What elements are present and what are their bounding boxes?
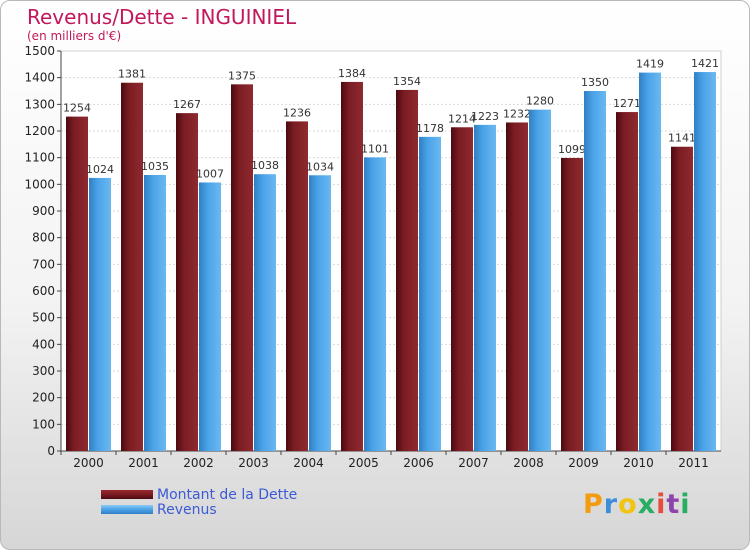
x-tick-label: 2010: [623, 456, 654, 470]
x-tick-label: 2002: [183, 456, 214, 470]
data-label-revenus-2009: 1350: [581, 76, 609, 89]
data-label-revenus-2004: 1034: [306, 160, 334, 173]
bar-dette-2001: [121, 82, 143, 451]
bar-revenus-2003: [254, 174, 276, 451]
bar-revenus-2008: [529, 109, 551, 452]
bar-revenus-2000: [89, 177, 111, 451]
legend-label-revenus: Revenus: [157, 501, 217, 518]
bar-dette-2005: [341, 81, 363, 451]
y-tick-label: 1500: [24, 44, 55, 58]
data-label-dette-2000: 1254: [63, 102, 91, 115]
data-label-dette-2003: 1375: [228, 69, 256, 82]
y-tick-label: 800: [32, 231, 55, 245]
bar-revenus-2002: [199, 182, 221, 451]
legend-item-dette: Montant de la Dette: [101, 486, 298, 503]
data-label-revenus-2007: 1223: [471, 110, 499, 123]
data-label-dette-2007: 1214: [448, 112, 476, 125]
data-label-revenus-2006: 1178: [416, 122, 444, 135]
y-tick-label: 200: [32, 391, 55, 405]
y-tick-label: 400: [32, 337, 55, 351]
legend-item-revenus: Revenus: [101, 501, 297, 518]
y-tick-label: 1400: [24, 71, 55, 85]
bar-revenus-2006: [419, 136, 441, 451]
data-label-dette-2002: 1267: [173, 98, 201, 111]
bar-dette-2011: [671, 146, 693, 451]
logo-letter: i: [680, 489, 691, 520]
y-tick-label: 300: [32, 364, 55, 378]
bar-revenus-2001: [144, 175, 166, 451]
bar-dette-2002: [176, 113, 198, 451]
bar-revenus-2011: [694, 72, 716, 452]
bar-dette-2009: [561, 157, 583, 451]
chart-title: Revenus/Dette - INGUINIEL: [27, 5, 297, 29]
logo-letter: r: [603, 489, 619, 520]
data-label-revenus-2002: 1007: [196, 167, 224, 180]
y-tick-label: 900: [32, 204, 55, 218]
y-tick-label: 0: [47, 444, 55, 458]
chart-subtitle: (en milliers d'€): [27, 29, 122, 43]
data-label-revenus-2003: 1038: [251, 159, 279, 172]
data-label-revenus-2001: 1035: [141, 160, 169, 173]
data-label-dette-2004: 1236: [283, 106, 311, 119]
x-tick-label: 2009: [568, 456, 599, 470]
bar-dette-2003: [231, 84, 253, 451]
y-tick-label: 1100: [24, 151, 55, 165]
x-tick-label: 2006: [403, 456, 434, 470]
y-tick-label: 600: [32, 284, 55, 298]
legend: Montant de la Dette Revenus: [101, 486, 298, 518]
bar-dette-2010: [616, 112, 638, 452]
x-tick-label: 2000: [73, 456, 104, 470]
bar-revenus-2009: [584, 91, 606, 451]
legend-swatch-dette: [101, 490, 153, 499]
logo-letter: i: [656, 489, 667, 520]
proxiti-logo: Proxiti: [583, 489, 691, 520]
data-label-revenus-2008: 1280: [526, 95, 554, 108]
data-label-revenus-2000: 1024: [86, 163, 114, 176]
bar-revenus-2004: [309, 175, 331, 451]
bar-revenus-2005: [364, 157, 386, 451]
x-tick-label: 2007: [458, 456, 489, 470]
data-label-revenus-2010: 1419: [636, 58, 664, 71]
bar-dette-2000: [66, 116, 88, 451]
logo-letter: t: [666, 489, 681, 520]
bar-dette-2007: [451, 127, 473, 452]
data-label-dette-2005: 1384: [338, 67, 366, 80]
bar-revenus-2010: [639, 72, 661, 451]
data-label-dette-2001: 1381: [118, 68, 146, 81]
x-tick-label: 2003: [238, 456, 269, 470]
data-label-dette-2009: 1099: [558, 143, 586, 156]
data-label-dette-2010: 1271: [613, 97, 641, 110]
y-tick-label: 1300: [24, 97, 55, 111]
logo-letter: o: [618, 489, 638, 520]
x-tick-label: 2001: [128, 456, 159, 470]
y-tick-label: 100: [32, 417, 55, 431]
bar-dette-2006: [396, 89, 418, 451]
y-tick-label: 1200: [24, 124, 55, 138]
bar-dette-2004: [286, 121, 308, 452]
bar-dette-2008: [506, 122, 528, 451]
x-tick-label: 2004: [293, 456, 324, 470]
plot-area: [60, 50, 722, 452]
y-tick-label: 700: [32, 257, 55, 271]
y-tick-label: 500: [32, 311, 55, 325]
x-tick-label: 2011: [678, 456, 709, 470]
data-label-dette-2008: 1232: [503, 107, 531, 120]
x-tick-label: 2008: [513, 456, 544, 470]
data-label-dette-2006: 1354: [393, 75, 421, 88]
data-label-dette-2011: 1141: [668, 132, 696, 145]
bar-revenus-2007: [474, 124, 496, 451]
logo-letter: P: [583, 489, 604, 520]
logo-letter: x: [637, 489, 657, 520]
legend-swatch-revenus: [101, 505, 153, 514]
legend-label-dette: Montant de la Dette: [157, 486, 298, 503]
x-tick-label: 2005: [348, 456, 379, 470]
data-label-revenus-2005: 1101: [361, 142, 389, 155]
y-tick-label: 1000: [24, 177, 55, 191]
data-label-revenus-2011: 1421: [691, 57, 719, 70]
